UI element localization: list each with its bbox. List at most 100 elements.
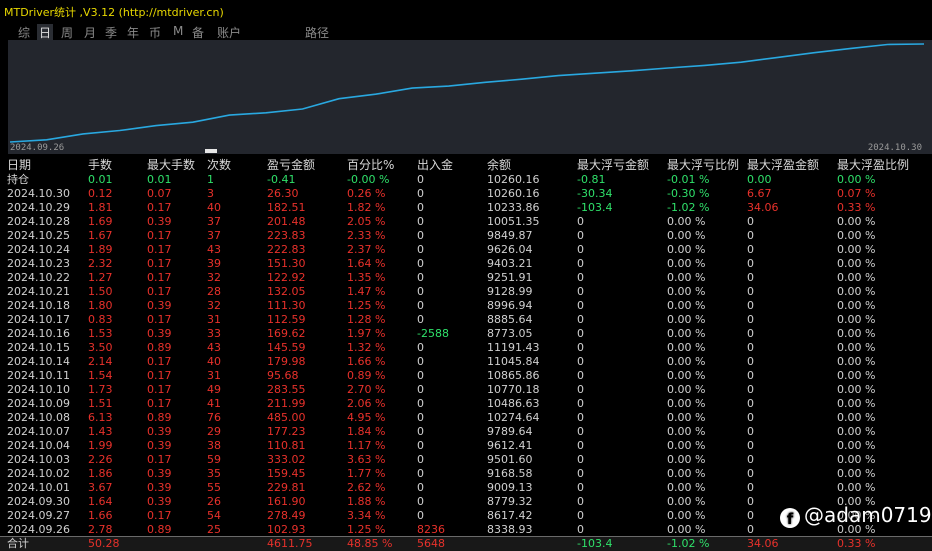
table-row[interactable]: 2024.09.30 1.64 0.39 26 161.90 1.88 % 0 8779.32… (0, 495, 932, 509)
cell-count: 32 (207, 299, 221, 312)
splitter-handle[interactable] (205, 149, 217, 153)
cell-pct: 0.26 % (347, 187, 386, 200)
tab-9[interactable]: 账户 (217, 26, 242, 40)
cell-pct: 3.34 % (347, 509, 386, 522)
cell-max-float-profit-pct: 0.00 % (837, 327, 876, 340)
tab-7[interactable]: M (173, 24, 184, 38)
cell-pct: 1.47 % (347, 285, 386, 298)
cell-date: 2024.10.28 (7, 215, 70, 228)
table-row[interactable]: 2024.10.29 1.81 0.17 40 182.51 1.82 % 0 10233.8… (0, 201, 932, 215)
cell-flow: 0 (417, 397, 424, 410)
cell-date: 2024.10.10 (7, 383, 70, 396)
table-row[interactable]: 2024.10.08 6.13 0.89 76 485.00 4.95 % 0 10274.6… (0, 411, 932, 425)
cell-count: 32 (207, 271, 221, 284)
column-header[interactable]: 最大手数 (147, 158, 196, 172)
cell-max-float-loss: 0 (577, 215, 584, 228)
tab-4[interactable]: 季 (105, 26, 118, 40)
cell-pct: -0.00 % (347, 173, 390, 186)
column-header[interactable]: 百分比% (347, 158, 395, 172)
cell-flow: 0 (417, 481, 424, 494)
cell-max-float-profit: 0 (747, 369, 754, 382)
cell-max-float-profit-pct: 0.07 % (837, 187, 876, 200)
tab-8[interactable]: 备 (192, 26, 205, 40)
column-header[interactable]: 手数 (88, 158, 113, 172)
cell-count: 40 (207, 355, 221, 368)
cell-max-float-loss-pct: 0.00 % (667, 439, 706, 452)
cell-max-float-loss-pct: 0.00 % (667, 481, 706, 494)
cell-lots: 1.86 (88, 467, 113, 480)
tab-10[interactable]: 路径 (305, 26, 330, 40)
cell-flow: 0 (417, 313, 424, 326)
stats-table: 日期 手数 最大手数 次数 盈亏金额 百分比% 出入金 余额 最大浮亏金额 最大浮亏比例 最大浮盈金… (0, 157, 932, 550)
table-row[interactable]: 2024.10.04 1.99 0.39 38 110.81 1.17 % 0 9612.41… (0, 439, 932, 453)
cell-max-float-profit: 34.06 (747, 201, 779, 214)
cell-max-lots: 0.39 (147, 439, 172, 452)
table-row[interactable]: 2024.10.03 2.26 0.17 59 333.02 3.63 % 0 9501.60… (0, 453, 932, 467)
cell-max-lots: 0.17 (147, 397, 172, 410)
table-row[interactable]: 2024.10.22 1.27 0.17 32 122.92 1.35 % 0 9251.91… (0, 271, 932, 285)
table-row[interactable]: 2024.10.25 1.67 0.17 37 223.83 2.33 % 0 9849.87… (0, 229, 932, 243)
tab-0[interactable]: 综 (18, 26, 31, 40)
table-row[interactable]: 2024.10.02 1.86 0.39 35 159.45 1.77 % 0 9168.58… (0, 467, 932, 481)
table-row[interactable]: 2024.10.18 1.80 0.39 32 111.30 1.25 % 0 8996.94… (0, 299, 932, 313)
table-row[interactable]: 2024.10.09 1.51 0.17 41 211.99 2.06 % 0 10486.6… (0, 397, 932, 411)
column-header[interactable]: 最大浮盈比例 (837, 158, 910, 172)
cell-balance: 9403.21 (487, 257, 533, 270)
cell-lots: 6.13 (88, 411, 113, 424)
cell-pnl: 177.23 (267, 425, 306, 438)
column-header[interactable]: 出入金 (417, 158, 454, 172)
table-row[interactable]: 2024.10.17 0.83 0.17 31 112.59 1.28 % 0 8885.64… (0, 313, 932, 327)
cell-max-lots: 0.39 (147, 495, 172, 508)
table-row[interactable]: 2024.10.14 2.14 0.17 40 179.98 1.66 % 0 11045.8… (0, 355, 932, 369)
tab-3[interactable]: 月 (84, 26, 97, 40)
cell-lots: 1.64 (88, 495, 113, 508)
cell-balance: 9849.87 (487, 229, 533, 242)
table-row[interactable]: 2024.10.23 2.32 0.17 39 151.30 1.64 % 0 9403.21… (0, 257, 932, 271)
tab-1[interactable]: 日 (37, 24, 54, 41)
column-header[interactable]: 最大浮盈金额 (747, 158, 820, 172)
cell-lots: 1.54 (88, 369, 113, 382)
cell-pct: 3.63 % (347, 453, 386, 466)
column-header[interactable]: 最大浮亏比例 (667, 158, 740, 172)
cell-date: 2024.10.09 (7, 397, 70, 410)
table-row[interactable]: 2024.10.30 0.12 0.07 3 26.30 0.26 % 0 10260.16 -… (0, 187, 932, 201)
cell-max-float-profit: 0 (747, 355, 754, 368)
cell-count: 1 (207, 173, 214, 186)
column-header[interactable]: 日期 (7, 158, 32, 172)
table-row[interactable]: 2024.09.26 2.78 0.89 25 102.93 1.25 % 8236 8338… (0, 523, 932, 537)
table-row[interactable]: 2024.10.10 1.73 0.17 49 283.55 2.70 % 0 10770.1… (0, 383, 932, 397)
cell-count: 33 (207, 327, 221, 340)
cell-max-float-loss: 0 (577, 257, 584, 270)
cell-flow: 0 (417, 229, 424, 242)
cell-max-float-profit-pct: 0.00 % (837, 509, 876, 522)
table-row[interactable]: 2024.10.07 1.43 0.39 29 177.23 1.84 % 0 9789.64… (0, 425, 932, 439)
cell-pnl: 169.62 (267, 327, 306, 340)
table-row[interactable]: 2024.10.24 1.89 0.17 43 222.83 2.37 % 0 9626.04… (0, 243, 932, 257)
position-row[interactable]: 持仓 0.01 0.01 1 -0.41 -0.00 % 0 10260.16 -0.81 -0.… (0, 173, 932, 187)
column-header[interactable]: 次数 (207, 158, 232, 172)
cell-flow: 0 (417, 369, 424, 382)
table-row[interactable]: 2024.10.15 3.50 0.89 43 145.59 1.32 % 0 11191.4… (0, 341, 932, 355)
cell-max-float-profit: 0 (747, 285, 754, 298)
column-header[interactable]: 最大浮亏金额 (577, 158, 650, 172)
table-row[interactable]: 2024.10.11 1.54 0.17 31 95.68 0.89 % 0 10865.86… (0, 369, 932, 383)
cell-balance: 9128.99 (487, 285, 533, 298)
cell-date: 2024.10.15 (7, 341, 70, 354)
cell-max-float-profit: 6.67 (747, 187, 772, 200)
cell-max-float-loss-pct: 0.00 % (667, 467, 706, 480)
cell-pct: 2.05 % (347, 215, 386, 228)
column-header[interactable]: 盈亏金额 (267, 158, 316, 172)
cell-pct: 0.89 % (347, 369, 386, 382)
table-row[interactable]: 2024.10.01 3.67 0.39 55 229.81 2.62 % 0 9009.13… (0, 481, 932, 495)
table-row[interactable]: 2024.09.27 1.66 0.17 54 278.49 3.34 % 0 8617.42… (0, 509, 932, 523)
table-row[interactable]: 2024.10.21 1.50 0.17 28 132.05 1.47 % 0 9128.99… (0, 285, 932, 299)
tab-5[interactable]: 年 (127, 26, 140, 40)
table-row[interactable]: 2024.10.16 1.53 0.39 33 169.62 1.97 % -2588 877… (0, 327, 932, 341)
cell-date: 2024.10.23 (7, 257, 70, 270)
cell-max-float-profit-pct: 0.00 % (837, 341, 876, 354)
table-row[interactable]: 2024.10.28 1.69 0.39 37 201.48 2.05 % 0 10051.3… (0, 215, 932, 229)
column-header[interactable]: 余额 (487, 158, 512, 172)
tab-6[interactable]: 币 (149, 26, 162, 40)
cell-max-float-loss-pct: -0.01 % (667, 173, 710, 186)
tab-2[interactable]: 周 (61, 26, 74, 40)
